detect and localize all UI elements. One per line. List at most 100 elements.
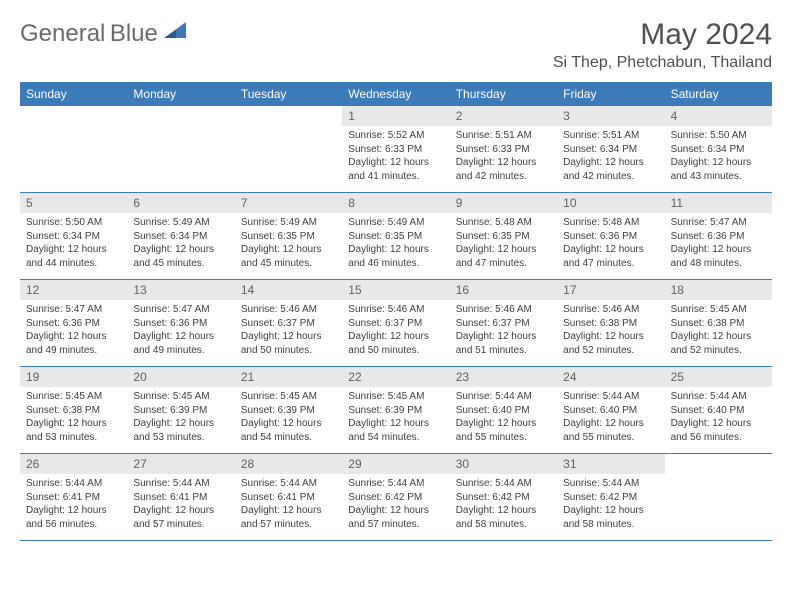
day-number: 24 [557, 367, 664, 387]
sunrise-line: Sunrise: 5:49 AM [241, 216, 336, 230]
day-content: Sunrise: 5:49 AMSunset: 6:35 PMDaylight:… [342, 213, 449, 276]
sunrise-line: Sunrise: 5:46 AM [348, 303, 443, 317]
day-number: 23 [450, 367, 557, 387]
sunset-line: Sunset: 6:36 PM [563, 230, 658, 244]
daylight-line: Daylight: 12 hours and 49 minutes. [133, 330, 228, 357]
sunrise-line: Sunrise: 5:45 AM [241, 390, 336, 404]
daylight-line: Daylight: 12 hours and 53 minutes. [133, 417, 228, 444]
empty-day-cell [665, 454, 772, 540]
sunset-line: Sunset: 6:39 PM [348, 404, 443, 418]
day-cell: 25Sunrise: 5:44 AMSunset: 6:40 PMDayligh… [665, 367, 772, 453]
day-cell: 4Sunrise: 5:50 AMSunset: 6:34 PMDaylight… [665, 106, 772, 192]
day-number: 9 [450, 193, 557, 213]
sunrise-line: Sunrise: 5:44 AM [563, 477, 658, 491]
daylight-line: Daylight: 12 hours and 52 minutes. [563, 330, 658, 357]
daylight-line: Daylight: 12 hours and 45 minutes. [241, 243, 336, 270]
day-number: 19 [20, 367, 127, 387]
sunrise-line: Sunrise: 5:45 AM [26, 390, 121, 404]
day-content: Sunrise: 5:44 AMSunset: 6:41 PMDaylight:… [20, 474, 127, 537]
sunrise-line: Sunrise: 5:44 AM [241, 477, 336, 491]
weekday-header-row: SundayMondayTuesdayWednesdayThursdayFrid… [20, 82, 772, 106]
day-number: 31 [557, 454, 664, 474]
title-block: May 2024 Si Thep, Phetchabun, Thailand [553, 18, 772, 72]
sunset-line: Sunset: 6:34 PM [671, 143, 766, 157]
day-number: 10 [557, 193, 664, 213]
sunset-line: Sunset: 6:38 PM [671, 317, 766, 331]
daylight-line: Daylight: 12 hours and 47 minutes. [456, 243, 551, 270]
weekday-header: Wednesday [342, 82, 449, 106]
week-row: 26Sunrise: 5:44 AMSunset: 6:41 PMDayligh… [20, 454, 772, 541]
day-number: 16 [450, 280, 557, 300]
day-cell: 6Sunrise: 5:49 AMSunset: 6:34 PMDaylight… [127, 193, 234, 279]
day-cell: 7Sunrise: 5:49 AMSunset: 6:35 PMDaylight… [235, 193, 342, 279]
day-cell: 10Sunrise: 5:48 AMSunset: 6:36 PMDayligh… [557, 193, 664, 279]
day-number: 3 [557, 106, 664, 126]
day-cell: 28Sunrise: 5:44 AMSunset: 6:41 PMDayligh… [235, 454, 342, 540]
logo-text-general: General [20, 20, 105, 47]
sunset-line: Sunset: 6:35 PM [456, 230, 551, 244]
weeks-container: 1Sunrise: 5:52 AMSunset: 6:33 PMDaylight… [20, 106, 772, 541]
day-number: 22 [342, 367, 449, 387]
day-cell: 22Sunrise: 5:45 AMSunset: 6:39 PMDayligh… [342, 367, 449, 453]
daylight-line: Daylight: 12 hours and 50 minutes. [241, 330, 336, 357]
day-cell: 11Sunrise: 5:47 AMSunset: 6:36 PMDayligh… [665, 193, 772, 279]
day-content: Sunrise: 5:50 AMSunset: 6:34 PMDaylight:… [20, 213, 127, 276]
daylight-line: Daylight: 12 hours and 51 minutes. [456, 330, 551, 357]
day-cell: 19Sunrise: 5:45 AMSunset: 6:38 PMDayligh… [20, 367, 127, 453]
sunset-line: Sunset: 6:42 PM [456, 491, 551, 505]
day-number: 21 [235, 367, 342, 387]
sunset-line: Sunset: 6:41 PM [133, 491, 228, 505]
day-cell: 15Sunrise: 5:46 AMSunset: 6:37 PMDayligh… [342, 280, 449, 366]
daylight-line: Daylight: 12 hours and 42 minutes. [456, 156, 551, 183]
sunset-line: Sunset: 6:33 PM [348, 143, 443, 157]
daylight-line: Daylight: 12 hours and 50 minutes. [348, 330, 443, 357]
daylight-line: Daylight: 12 hours and 58 minutes. [456, 504, 551, 531]
sunset-line: Sunset: 6:42 PM [348, 491, 443, 505]
day-content: Sunrise: 5:45 AMSunset: 6:38 PMDaylight:… [20, 387, 127, 450]
daylight-line: Daylight: 12 hours and 43 minutes. [671, 156, 766, 183]
day-cell: 1Sunrise: 5:52 AMSunset: 6:33 PMDaylight… [342, 106, 449, 192]
daylight-line: Daylight: 12 hours and 42 minutes. [563, 156, 658, 183]
day-number: 25 [665, 367, 772, 387]
logo: General Blue [20, 18, 188, 49]
day-number: 18 [665, 280, 772, 300]
day-content: Sunrise: 5:46 AMSunset: 6:37 PMDaylight:… [235, 300, 342, 363]
day-cell: 17Sunrise: 5:46 AMSunset: 6:38 PMDayligh… [557, 280, 664, 366]
sunset-line: Sunset: 6:40 PM [456, 404, 551, 418]
day-content: Sunrise: 5:44 AMSunset: 6:41 PMDaylight:… [235, 474, 342, 537]
empty-day-cell [20, 106, 127, 192]
weekday-header: Sunday [20, 82, 127, 106]
day-content: Sunrise: 5:45 AMSunset: 6:39 PMDaylight:… [342, 387, 449, 450]
day-number: 17 [557, 280, 664, 300]
day-number: 5 [20, 193, 127, 213]
sunset-line: Sunset: 6:36 PM [26, 317, 121, 331]
day-content: Sunrise: 5:49 AMSunset: 6:35 PMDaylight:… [235, 213, 342, 276]
sunrise-line: Sunrise: 5:47 AM [133, 303, 228, 317]
day-content: Sunrise: 5:45 AMSunset: 6:39 PMDaylight:… [127, 387, 234, 450]
sunrise-line: Sunrise: 5:44 AM [563, 390, 658, 404]
day-content: Sunrise: 5:44 AMSunset: 6:40 PMDaylight:… [665, 387, 772, 450]
day-number: 11 [665, 193, 772, 213]
empty-day-cell [235, 106, 342, 192]
day-content: Sunrise: 5:51 AMSunset: 6:33 PMDaylight:… [450, 126, 557, 189]
daylight-line: Daylight: 12 hours and 56 minutes. [671, 417, 766, 444]
sunrise-line: Sunrise: 5:45 AM [133, 390, 228, 404]
day-content: Sunrise: 5:47 AMSunset: 6:36 PMDaylight:… [127, 300, 234, 363]
header: General Blue May 2024 Si Thep, Phetchabu… [20, 18, 772, 72]
sunset-line: Sunset: 6:42 PM [563, 491, 658, 505]
day-cell: 14Sunrise: 5:46 AMSunset: 6:37 PMDayligh… [235, 280, 342, 366]
day-number: 12 [20, 280, 127, 300]
daylight-line: Daylight: 12 hours and 56 minutes. [26, 504, 121, 531]
weekday-header: Thursday [450, 82, 557, 106]
calendar: SundayMondayTuesdayWednesdayThursdayFrid… [20, 82, 772, 541]
day-content: Sunrise: 5:48 AMSunset: 6:36 PMDaylight:… [557, 213, 664, 276]
day-content: Sunrise: 5:46 AMSunset: 6:37 PMDaylight:… [342, 300, 449, 363]
day-number: 27 [127, 454, 234, 474]
logo-text-blue: Blue [110, 20, 158, 47]
day-number: 1 [342, 106, 449, 126]
sunset-line: Sunset: 6:41 PM [26, 491, 121, 505]
day-number: 20 [127, 367, 234, 387]
sunrise-line: Sunrise: 5:44 AM [671, 390, 766, 404]
day-cell: 3Sunrise: 5:51 AMSunset: 6:34 PMDaylight… [557, 106, 664, 192]
daylight-line: Daylight: 12 hours and 47 minutes. [563, 243, 658, 270]
